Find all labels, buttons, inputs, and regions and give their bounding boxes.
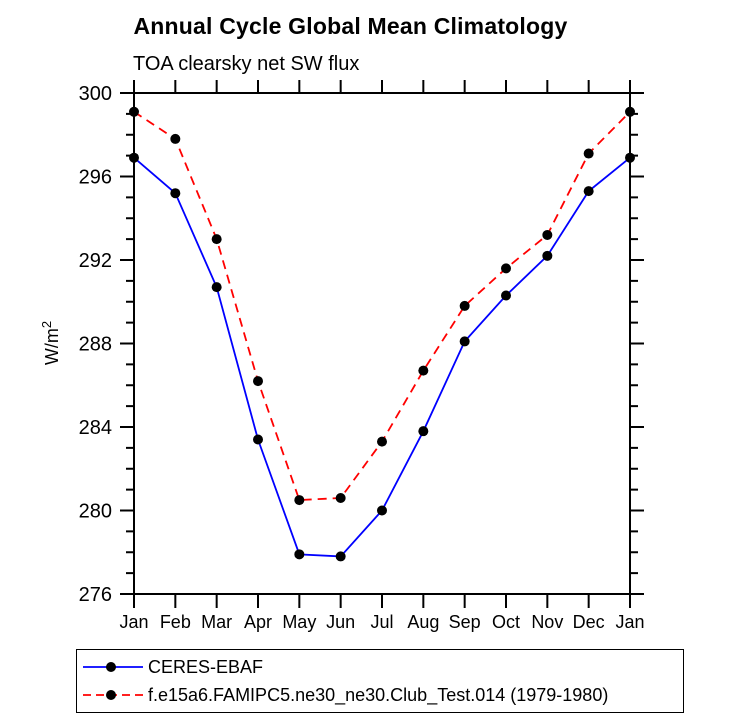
legend-line-sample-dashed-icon (83, 690, 143, 700)
chart-title: Annual Cycle Global Mean Climatology (133, 13, 568, 39)
chart-subtitle: TOA clearsky net SW flux (133, 53, 360, 75)
data-point-marker (211, 234, 222, 245)
x-tick-label: Mar (201, 612, 232, 632)
x-tick-label: Jan (615, 612, 644, 632)
x-tick-label: Nov (531, 612, 563, 632)
data-point-marker (459, 300, 470, 311)
data-point-marker (583, 148, 594, 159)
data-point-marker (377, 505, 387, 516)
data-point-marker (129, 106, 139, 117)
y-tick-label: 280 (79, 501, 112, 523)
data-point-marker (335, 551, 346, 562)
data-point-marker (501, 263, 511, 274)
data-point-marker (418, 365, 429, 376)
data-point-marker (542, 250, 553, 261)
data-point-marker (418, 426, 429, 437)
data-point-marker (129, 152, 139, 163)
data-point-marker (335, 492, 346, 503)
data-point-marker (542, 229, 553, 240)
legend-box: CERES-EBAF f.e15a6.FAMIPC5.ne30_ne30.Clu… (76, 649, 684, 713)
data-point-marker (625, 152, 635, 163)
data-point-marker (501, 290, 511, 301)
x-tick-label: Sep (449, 612, 481, 632)
legend-label-model: f.e15a6.FAMIPC5.ne30_ne30.Club_Test.014 … (148, 684, 609, 705)
data-point-marker (253, 434, 263, 445)
plot-frame (133, 92, 631, 595)
data-point-marker (459, 336, 470, 347)
y-tick-label: 288 (79, 334, 112, 356)
x-tick-label: Apr (244, 612, 272, 632)
x-tick-label: Oct (492, 612, 520, 632)
y-tick-label: 292 (79, 250, 112, 272)
x-tick-label: Aug (407, 612, 439, 632)
y-tick-label: 276 (79, 584, 112, 606)
x-tick-label: May (282, 612, 316, 632)
legend-label-observation: CERES-EBAF (148, 656, 264, 677)
data-point-marker (377, 436, 387, 447)
y-tick-label: 284 (79, 417, 112, 439)
data-point-marker (170, 133, 181, 144)
data-point-marker (253, 376, 263, 387)
x-tick-label: Feb (160, 612, 191, 632)
legend-row-model-case: f.e15a6.FAMIPC5.ne30_ne30.Club_Test.014 … (77, 681, 683, 709)
x-tick-label: Jan (119, 612, 148, 632)
data-point-marker (625, 106, 635, 117)
plot-area: 276 280 284 288 292 296 300 Jan Feb Mar Apr May Jun J… (39, 80, 645, 632)
x-tick-label: Dec (573, 612, 605, 632)
y-axis-label: W/m2 (39, 321, 62, 365)
x-tick-label: Jun (326, 612, 355, 632)
x-tick-label: Jul (370, 612, 393, 632)
data-point-marker (294, 549, 305, 560)
legend-row-ceres-ebaf: CERES-EBAF (77, 653, 683, 681)
legend-line-sample-solid-icon (83, 662, 143, 672)
y-tick-label: 300 (79, 83, 112, 105)
data-point-marker (294, 495, 305, 506)
data-point-marker (583, 186, 594, 197)
data-point-marker (170, 188, 181, 199)
y-tick-label: 296 (79, 167, 112, 189)
data-point-marker (211, 282, 222, 293)
